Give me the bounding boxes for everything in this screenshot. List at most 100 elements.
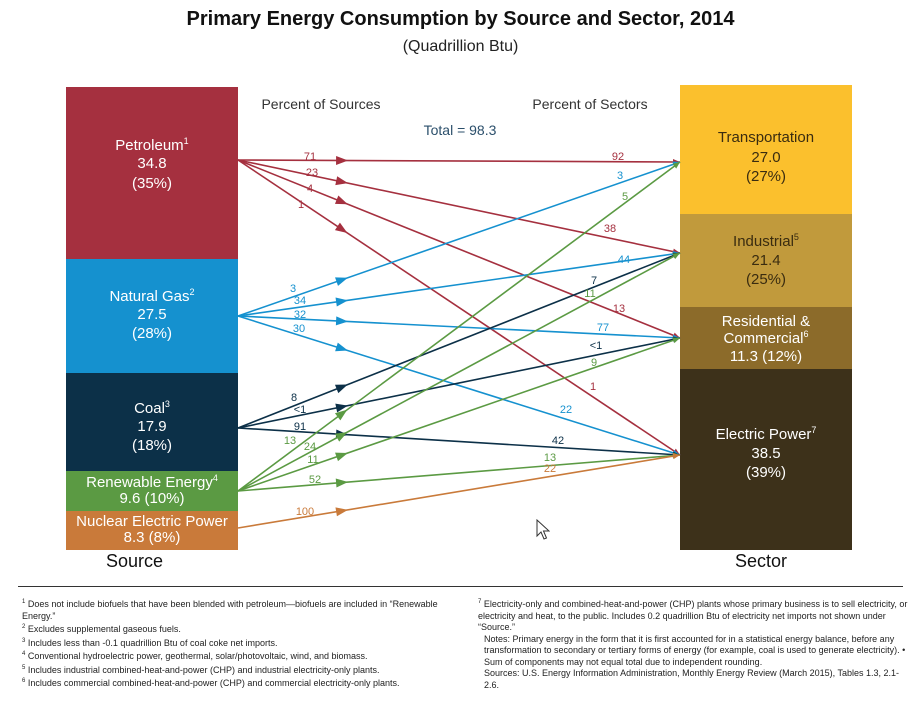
flow-arrow-ren-res bbox=[335, 452, 348, 462]
flow-arrow-coal-res bbox=[335, 403, 348, 413]
sector-axis-label: Sector bbox=[735, 551, 788, 571]
flow-line-pet-elec bbox=[237, 159, 681, 456]
flow-arrow-ren-ind bbox=[334, 431, 348, 442]
flow-sector-pct-gas-res: 77 bbox=[597, 322, 609, 334]
flow-arrow-gas-ind bbox=[335, 297, 349, 307]
chart-subtitle: (Quadrillion Btu) bbox=[402, 38, 519, 55]
sector-box-industrial bbox=[680, 214, 852, 307]
source-name-renewable: Renewable Energy4 bbox=[86, 473, 218, 491]
flow-end-arrow-ren-res bbox=[672, 337, 680, 344]
flow-line-ren-ind bbox=[237, 252, 681, 492]
flow-sector-pct-pet-trans: 92 bbox=[612, 151, 624, 163]
flow-arrow-ren-elec bbox=[335, 478, 349, 488]
sector-name2-residential: Commercial6 bbox=[723, 329, 808, 347]
flow-arrow-coal-ind bbox=[334, 384, 348, 394]
flow-arrow-pet-res bbox=[334, 195, 348, 205]
flow-source-pct-ren-res: 11 bbox=[307, 454, 318, 466]
sector-name-industrial: Industrial5 bbox=[733, 232, 799, 250]
sector-value-transportation: 27.0 bbox=[751, 149, 780, 166]
sector-box-residential bbox=[680, 307, 852, 369]
flow-line-pet-res bbox=[237, 159, 681, 339]
source-box-natgas bbox=[66, 259, 238, 373]
flow-line-ren-elec bbox=[237, 454, 681, 492]
flow-source-pct-ren-ind: 24 bbox=[304, 441, 316, 453]
source-value-coal: 17.9 bbox=[137, 418, 166, 435]
flow-sector-pct-coal-ind: 7 bbox=[591, 275, 597, 287]
header-percent-of-sources: Percent of Sources bbox=[261, 96, 380, 112]
source-value-petroleum: 34.8 bbox=[137, 155, 166, 172]
flow-source-pct-coal-elec: 91 bbox=[294, 421, 306, 433]
flow-source-pct-coal-ind: 8 bbox=[291, 392, 297, 404]
flow-source-pct-gas-res: 32 bbox=[294, 309, 306, 321]
notes-text: Notes: Primary energy in the form that i… bbox=[484, 633, 906, 667]
footnote-4: 4 Conventional hydroelectric power, geot… bbox=[22, 651, 368, 661]
flow-arrow-gas-trans bbox=[335, 277, 348, 286]
source-box-renewable bbox=[66, 471, 238, 511]
source-box-coal bbox=[66, 373, 238, 471]
flow-source-pct-coal-res: <1 bbox=[294, 404, 307, 416]
footnotes-left: 1 Does not include biofuels that have be… bbox=[22, 597, 452, 690]
sector-box-transportation bbox=[680, 85, 852, 214]
sector-name-transportation: Transportation bbox=[718, 129, 814, 146]
source-value-renewable: 9.6 (10%) bbox=[119, 490, 184, 507]
flow-source-pct-pet-ind: 23 bbox=[306, 167, 318, 179]
source-box-nuclear bbox=[66, 511, 238, 550]
flow-sector-pct-coal-res: <1 bbox=[590, 340, 603, 352]
flow-end-arrow-ren-ind bbox=[672, 253, 680, 259]
sector-percent-transportation: (27%) bbox=[746, 168, 786, 185]
source-value-nuclear: 8.3 (8%) bbox=[124, 529, 181, 546]
flow-arrow-pet-ind bbox=[335, 176, 348, 186]
flow-sector-pct-ren-elec: 13 bbox=[544, 452, 556, 464]
flow-line-coal-elec bbox=[237, 427, 681, 456]
flow-source-pct-gas-elec: 30 bbox=[293, 323, 305, 335]
flow-source-pct-gas-trans: 3 bbox=[290, 283, 296, 295]
flow-line-pet-ind bbox=[237, 159, 681, 254]
flow-end-arrow-ren-trans bbox=[672, 162, 680, 169]
flow-line-nuc-elec bbox=[237, 454, 681, 529]
flow-arrow-gas-res bbox=[335, 316, 349, 326]
flow-end-arrow-nuc-elec bbox=[672, 453, 680, 460]
flow-arrow-ren-trans bbox=[334, 409, 348, 421]
flow-sector-pct-gas-ind: 44 bbox=[618, 254, 630, 266]
flow-sector-pct-ren-ind: 11 bbox=[584, 288, 595, 300]
source-box-petroleum bbox=[66, 87, 238, 259]
sector-value-residential: 11.3 (12%) bbox=[730, 348, 802, 365]
footnote-3: 3 Includes less than -0.1 quadrillion Bt… bbox=[22, 637, 278, 648]
footnotes-right: 7 Electricity-only and combined-heat-and… bbox=[478, 597, 910, 691]
flow-line-pet-trans bbox=[237, 159, 681, 163]
source-value-natgas: 27.5 bbox=[137, 306, 166, 323]
flow-arrow-gas-elec bbox=[335, 342, 348, 352]
source-name-petroleum: Petroleum1 bbox=[115, 136, 188, 154]
flow-source-pct-gas-ind: 34 bbox=[294, 295, 306, 307]
source-percent-natgas: (28%) bbox=[132, 325, 172, 342]
header-percent-of-sectors: Percent of Sectors bbox=[532, 96, 647, 112]
flow-sector-pct-ren-trans: 5 bbox=[622, 191, 628, 203]
total-label: Total = 98.3 bbox=[424, 122, 497, 138]
flow-source-pct-nuc-elec: 100 bbox=[296, 506, 314, 518]
footnote-1: 1 Does not include biofuels that have be… bbox=[22, 599, 438, 621]
flow-sector-pct-pet-ind: 38 bbox=[604, 223, 616, 235]
footnote-2: 2 Excludes supplemental gaseous fuels. bbox=[22, 624, 181, 634]
footnote-divider bbox=[18, 586, 903, 587]
flow-line-gas-trans bbox=[237, 161, 681, 317]
flow-line-ren-res bbox=[237, 337, 681, 492]
flow-source-pct-ren-trans: 13 bbox=[284, 435, 296, 447]
flow-line-gas-elec bbox=[237, 315, 681, 456]
sector-percent-electric: (39%) bbox=[746, 464, 786, 481]
sector-name-electric: Electric Power7 bbox=[716, 425, 817, 443]
flow-arrow-nuc-elec bbox=[335, 507, 349, 517]
sector-name-residential: Residential & bbox=[722, 313, 810, 330]
flow-sector-pct-coal-elec: 42 bbox=[552, 435, 564, 447]
flow-source-pct-pet-elec: 1 bbox=[298, 199, 304, 211]
source-percent-coal: (18%) bbox=[132, 437, 172, 454]
chart-title: Primary Energy Consumption by Source and… bbox=[186, 8, 735, 30]
flow-source-pct-pet-trans: 71 bbox=[304, 151, 316, 163]
source-name-nuclear: Nuclear Electric Power bbox=[76, 513, 228, 530]
mouse-pointer-icon bbox=[536, 519, 550, 540]
footnote-6: 6 Includes commercial combined-heat-and-… bbox=[22, 678, 400, 688]
flow-sector-pct-pet-elec: 1 bbox=[590, 381, 596, 393]
sector-percent-industrial: (25%) bbox=[746, 271, 786, 288]
source-name-coal: Coal3 bbox=[134, 399, 170, 417]
source-axis-label: Source bbox=[106, 551, 164, 571]
